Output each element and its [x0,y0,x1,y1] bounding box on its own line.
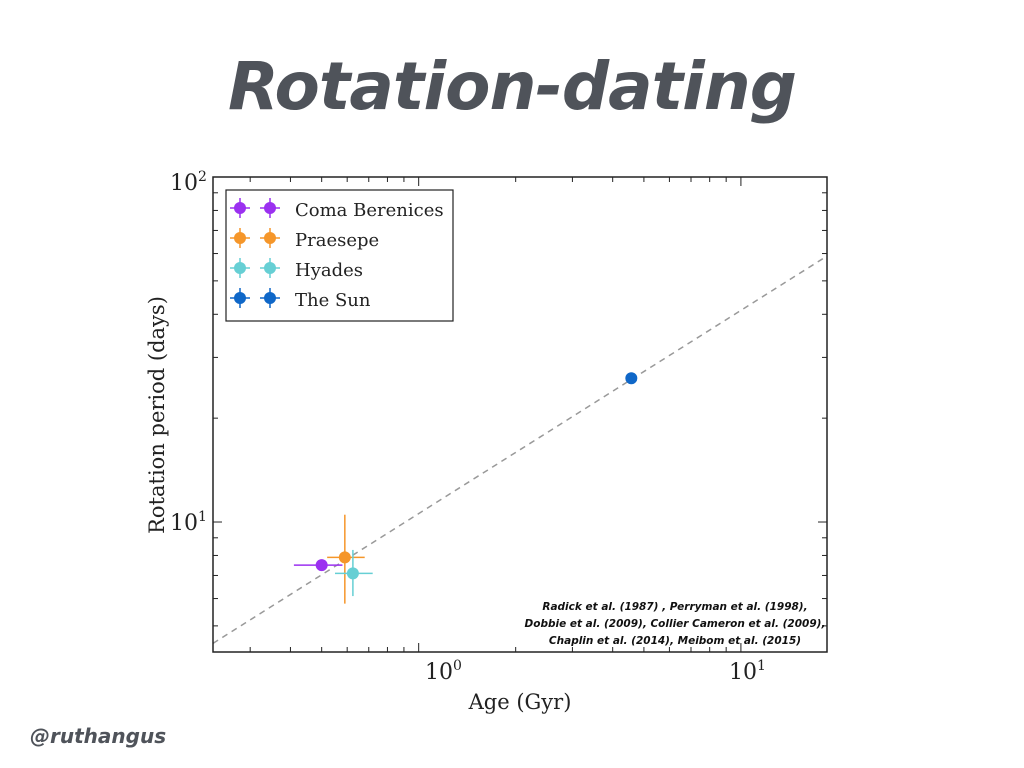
legend-label-coma: Coma Berenices [295,200,444,221]
citation-line-3: Chaplin et al. (2014), Meibom et al. (20… [549,635,801,647]
slide-title: Rotation-dating [227,48,797,125]
point-the-sun [625,372,638,385]
point-praesepe [338,551,351,564]
y-axis-label: Rotation period (days) [145,296,169,534]
legend: Coma Berenices Praesepe Hyades The Sun [225,189,454,322]
citation-line-2: Dobbie et al. (2009), Collier Cameron et… [525,618,826,630]
legend-marker-the-sun-0 [234,292,246,304]
citation-line-1: Radick et al. (1987) , Perryman et al. (… [542,601,807,613]
legend-marker-coma-berenices-0 [234,202,246,214]
x-tick-label-1: 101 [729,658,766,685]
legend-frame [225,189,454,322]
x-tick-label-0: 100 [425,658,462,685]
plot-frame [212,176,828,653]
legend-label-praesepe: Praesepe [295,230,379,251]
legend-marker-praesepe-1 [264,232,276,244]
x-axis-label: Age (Gyr) [468,690,572,714]
legend-marker-praesepe-0 [234,232,246,244]
point-coma-berenices [315,559,328,572]
y-tick-label-0: 101 [170,509,207,536]
legend-marker-hyades-1 [264,262,276,274]
legend-label-sun: The Sun [295,290,371,311]
author-handle: @ruthangus [30,724,167,748]
legend-marker-the-sun-1 [264,292,276,304]
legend-marker-coma-berenices-1 [264,202,276,214]
y-tick-label-1: 102 [170,169,207,196]
point-hyades [346,567,359,580]
legend-marker-hyades-0 [234,262,246,274]
legend-label-hyades: Hyades [295,260,363,281]
